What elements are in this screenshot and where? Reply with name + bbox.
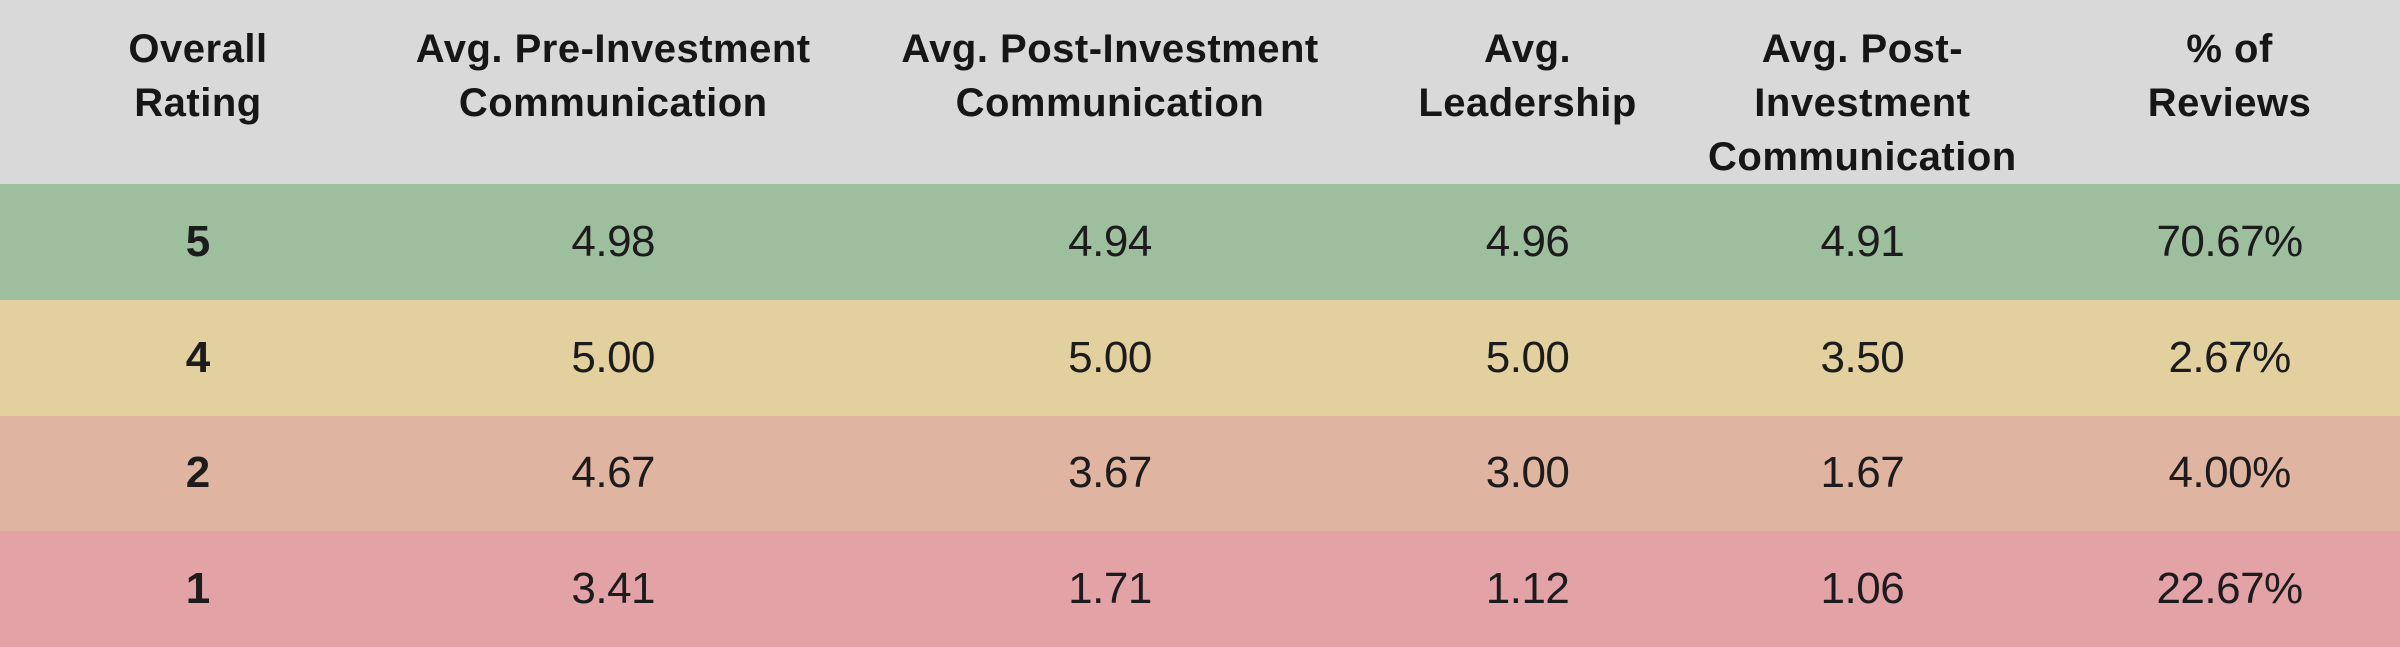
cell-percent-of-reviews: 2.67% <box>2168 332 2291 382</box>
table-row-rating-2: 2 4.67 3.67 3.00 1.67 4.00% <box>0 415 2400 532</box>
header-avg-leadership: Avg. Leadership <box>1418 27 1637 125</box>
cell-avg-pre-investment-communication: 3.41 <box>571 564 656 614</box>
cell-avg-leadership: 5.00 <box>1485 332 1570 382</box>
header-overall-rating: Overall Rating <box>128 27 268 125</box>
cell-avg-pre-investment-communication: 4.67 <box>571 448 656 498</box>
cell-percent-of-reviews: 4.00% <box>2168 448 2291 498</box>
cell-avg-post-investment-communication: 5.00 <box>1068 332 1152 382</box>
cell-avg-pre-investment-communication: 4.98 <box>571 216 656 266</box>
header-avg-post-investment-communication-2: Avg. Post-Investment Communication <box>1708 27 2017 179</box>
cell-percent-of-reviews: 70.67% <box>2156 216 2303 266</box>
cell-avg-leadership: 4.96 <box>1485 216 1570 266</box>
cell-rating: 2 <box>185 448 211 498</box>
header-avg-post-investment-communication: Avg. Post-Investment Communication <box>901 27 1319 125</box>
cell-avg-post-investment-communication-2: 4.91 <box>1820 216 1905 266</box>
table-row-rating-1: 1 3.41 1.71 1.12 1.06 22.67% <box>0 531 2400 647</box>
table-row-rating-5: 5 4.98 4.94 4.96 4.91 70.67% <box>0 184 2400 300</box>
cell-avg-post-investment-communication-2: 1.67 <box>1820 448 1905 498</box>
cell-percent-of-reviews: 22.67% <box>2156 564 2303 614</box>
cell-rating: 1 <box>185 564 211 614</box>
cell-rating: 4 <box>185 332 211 382</box>
cell-avg-post-investment-communication: 4.94 <box>1068 216 1152 266</box>
cell-avg-post-investment-communication: 3.67 <box>1068 448 1152 498</box>
cell-rating: 5 <box>185 216 211 266</box>
cell-avg-leadership: 3.00 <box>1485 448 1570 498</box>
header-row: Overall Rating Avg. Pre-Investment Commu… <box>0 0 2400 184</box>
cell-avg-post-investment-communication-2: 3.50 <box>1820 332 1905 382</box>
table-row-rating-4: 4 5.00 5.00 5.00 3.50 2.67% <box>0 299 2400 416</box>
cell-avg-leadership: 1.12 <box>1485 564 1570 614</box>
cell-avg-post-investment-communication-2: 1.06 <box>1820 564 1905 614</box>
header-avg-pre-investment-communication: Avg. Pre-Investment Communication <box>415 27 811 125</box>
cell-avg-pre-investment-communication: 5.00 <box>571 332 656 382</box>
cell-avg-post-investment-communication: 1.71 <box>1068 564 1152 614</box>
header-percent-of-reviews: % of Reviews <box>2147 27 2312 125</box>
